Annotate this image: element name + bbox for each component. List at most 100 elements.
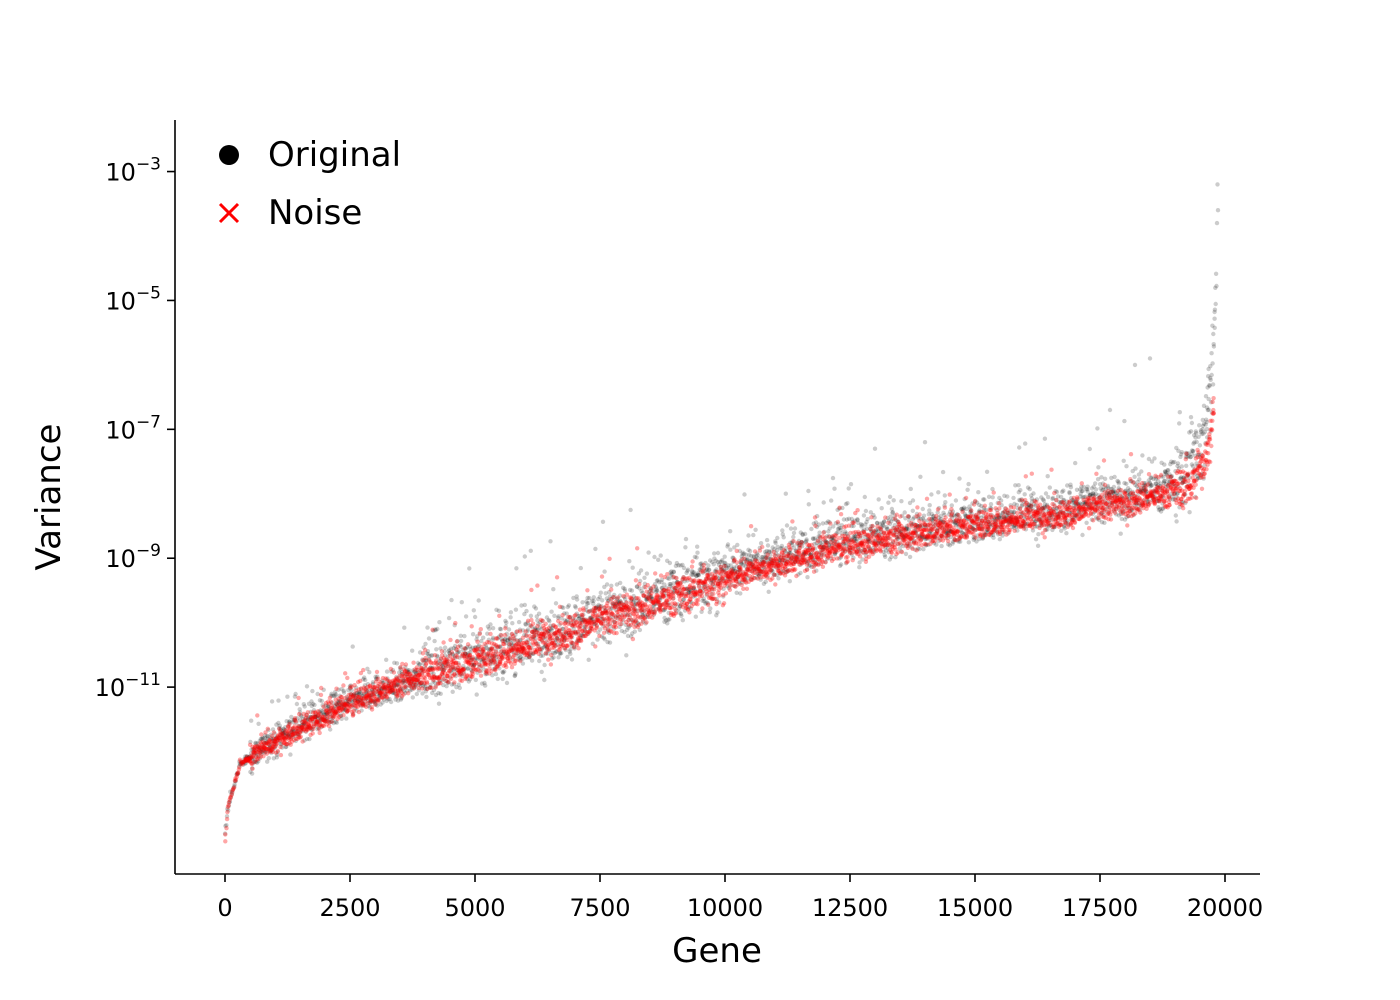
data-point [422,675,428,681]
data-point [555,634,560,639]
data-point [735,542,740,548]
data-point [528,653,533,658]
data-point [513,671,518,676]
data-point [461,670,467,675]
data-point [283,744,288,750]
data-point [490,673,495,678]
data-point [540,618,545,623]
data-point [292,717,297,722]
data-point [225,806,230,812]
data-point [488,662,493,667]
data-point [541,635,546,641]
data-point [712,551,717,556]
data-point [414,691,419,697]
data-point [535,583,540,588]
data-point [252,746,257,751]
data-point [403,684,408,689]
data-point [379,687,384,692]
data-point [1035,543,1041,548]
data-point [584,604,589,610]
data-point [444,658,450,663]
data-point [266,727,271,733]
data-point [258,736,263,742]
data-point [1132,474,1137,479]
data-point [1166,468,1171,473]
data-point [1173,513,1179,518]
data-point [478,673,484,678]
data-point [432,638,437,644]
data-point [561,634,566,640]
data-point [299,714,304,719]
data-point [307,736,312,742]
data-point [391,685,396,690]
data-point [292,717,297,722]
data-point [509,632,514,637]
data-point [282,733,287,738]
data-point [446,615,452,621]
data-point [693,614,698,619]
data-point [483,643,489,648]
data-point [501,642,507,647]
data-point [256,759,261,764]
data-point [581,617,586,623]
data-point [630,565,635,570]
data-point [711,591,716,596]
data-point [486,647,491,652]
data-point [578,565,583,571]
data-point [314,720,319,725]
data-point [296,732,301,737]
data-point [548,662,554,667]
data-point [310,688,315,694]
data-point [288,734,293,739]
data-point [363,696,368,702]
data-point [358,690,363,695]
data-point [495,658,500,663]
data-point [240,760,245,765]
data-point [464,654,470,659]
data-point [366,688,371,693]
data-point [548,626,553,632]
data-point [323,718,328,723]
data-point [420,691,425,696]
outlier-point [1215,182,1220,187]
data-point [599,634,604,639]
data-point [237,761,242,766]
data-point [588,615,594,621]
data-point [694,555,699,560]
data-point [325,711,330,716]
data-point [817,530,822,535]
data-point [244,757,249,762]
data-point [374,669,380,675]
data-point [432,674,437,680]
data-point [255,752,260,758]
data-point [863,508,869,514]
data-point [312,702,317,708]
data-point [358,678,363,684]
data-point [488,660,494,665]
data-point [223,839,228,844]
data-point [296,732,302,738]
data-point [384,695,390,700]
data-point [367,701,373,706]
data-point [359,699,365,704]
data-point [1093,487,1099,492]
data-point [637,581,642,587]
data-point [564,631,569,636]
data-point [513,642,519,647]
data-point [547,618,552,624]
data-point [461,647,466,653]
data-point [728,583,733,589]
data-point [524,639,529,644]
data-point [567,614,573,620]
data-point [586,609,591,614]
data-point [460,674,465,679]
data-point [504,641,509,646]
data-point [521,650,526,655]
data-point [347,696,352,702]
data-point [543,643,548,648]
data-point [454,670,460,676]
data-point [452,643,458,649]
data-point [247,757,252,762]
data-point [228,795,234,800]
data-point [330,693,335,698]
